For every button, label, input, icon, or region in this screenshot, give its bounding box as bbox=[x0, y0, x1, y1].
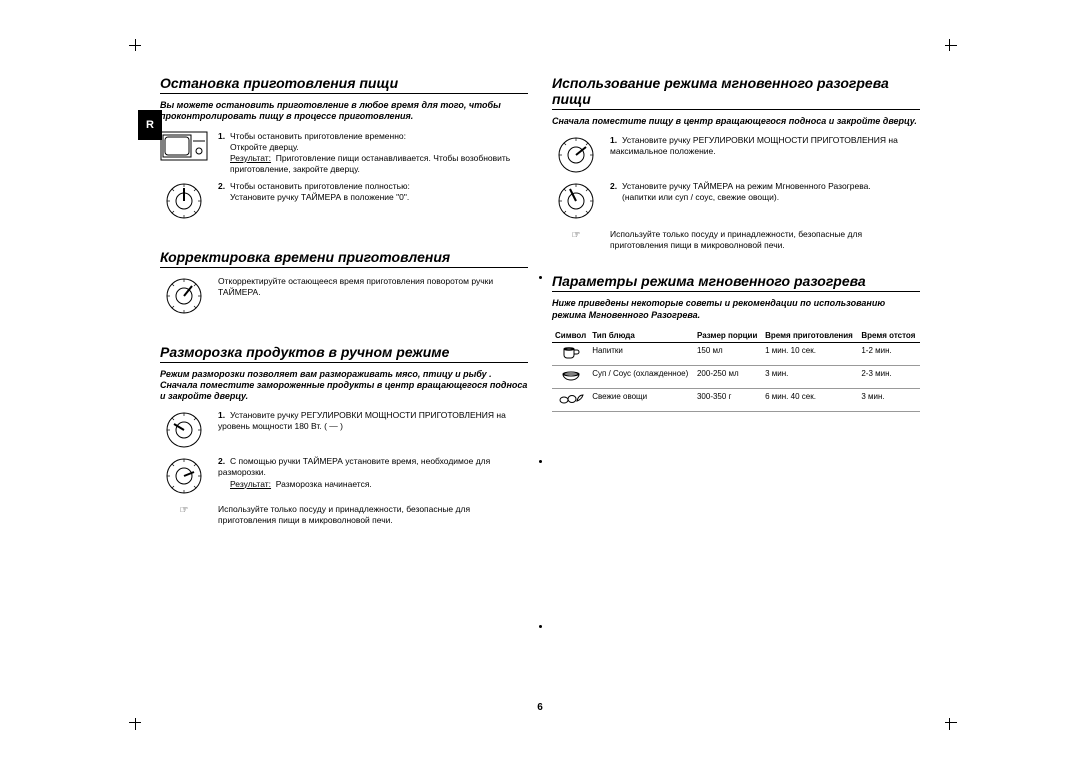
left-column: Остановка приготовления пищи Вы можете о… bbox=[160, 75, 528, 527]
crop-mark-top-right bbox=[945, 35, 961, 51]
table-row: Свежие овощи 300-350 г 6 мин. 40 сек. 3 … bbox=[552, 388, 920, 411]
microwave-door-icon bbox=[160, 131, 208, 175]
intro-reheat-params: Ниже приведены некоторые советы и рекоме… bbox=[552, 298, 920, 321]
table-row: Напитки 150 мл 1 мин. 10 сек. 1-2 мин. bbox=[552, 342, 920, 365]
crop-mark-bottom-left bbox=[125, 718, 141, 734]
col-dish: Тип блюда bbox=[589, 329, 694, 343]
cell-cook: 1 мин. 10 сек. bbox=[762, 342, 858, 365]
note-icon: ☞ bbox=[552, 229, 600, 251]
cell-stand: 1-2 мин. bbox=[858, 342, 920, 365]
crop-mark-top-left bbox=[125, 35, 141, 51]
cell-stand: 3 мин. bbox=[858, 388, 920, 411]
bowl-icon bbox=[552, 365, 589, 388]
col-symbol: Символ bbox=[552, 329, 589, 343]
defrost-note: Используйте только посуду и принадлежнос… bbox=[218, 504, 528, 526]
language-tab: R bbox=[138, 110, 162, 140]
defrost-step1: 1.Установите ручку РЕГУЛИРОВКИ МОЩНОСТИ … bbox=[218, 410, 528, 450]
timer-dial-icon bbox=[160, 456, 208, 496]
right-column: Использование режима мгновенного разогре… bbox=[552, 75, 920, 527]
table-row: Суп / Соус (охлажденное) 200-250 мл 3 ми… bbox=[552, 365, 920, 388]
cell-dish: Напитки bbox=[589, 342, 694, 365]
col-cook: Время приготовления bbox=[762, 329, 858, 343]
reheat-note: Используйте только посуду и принадлежнос… bbox=[610, 229, 920, 251]
heading-manual-defrost: Разморозка продуктов в ручном режиме bbox=[160, 344, 528, 363]
cell-stand: 2-3 мин. bbox=[858, 365, 920, 388]
cell-portion: 200-250 мл bbox=[694, 365, 762, 388]
cell-dish: Суп / Соус (охлажденное) bbox=[589, 365, 694, 388]
cell-cook: 3 мин. bbox=[762, 365, 858, 388]
step1-stop-temp: 1.Чтобы остановить приготовление временн… bbox=[218, 131, 528, 175]
reheat-step2: 2.Установите ручку ТАЙМЕРА на режим Мгно… bbox=[610, 181, 920, 221]
cup-icon bbox=[552, 342, 589, 365]
reheat-step1: 1.Установите ручку РЕГУЛИРОВКИ МОЩНОСТИ … bbox=[610, 135, 920, 175]
power-dial-icon bbox=[160, 410, 208, 450]
cell-cook: 6 мин. 40 сек. bbox=[762, 388, 858, 411]
heading-stop-cooking: Остановка приготовления пищи bbox=[160, 75, 528, 94]
heading-adjust-time: Корректировка времени приготовления bbox=[160, 249, 528, 268]
timer-dial-icon bbox=[552, 181, 600, 221]
col-portion: Размер порции bbox=[694, 329, 762, 343]
cell-portion: 150 мл bbox=[694, 342, 762, 365]
crop-mark-bottom-right bbox=[945, 718, 961, 734]
intro-instant-reheat: Сначала поместите пищу в центр вращающег… bbox=[552, 116, 920, 127]
reheat-table: Символ Тип блюда Размер порции Время при… bbox=[552, 329, 920, 412]
col-stand: Время отстоя bbox=[858, 329, 920, 343]
timer-dial-icon bbox=[160, 276, 208, 316]
note-icon: ☞ bbox=[160, 504, 208, 526]
heading-reheat-params: Параметры режима мгновенного разогрева bbox=[552, 273, 920, 292]
intro-stop-cooking: Вы можете остановить приготовление в люб… bbox=[160, 100, 528, 123]
timer-dial-icon bbox=[160, 181, 208, 221]
adjust-time-body: Откорректируйте остающееся время пригото… bbox=[218, 276, 528, 316]
heading-instant-reheat: Использование режима мгновенного разогре… bbox=[552, 75, 920, 110]
step2-stop-full: 2.Чтобы остановить приготовление полност… bbox=[218, 181, 528, 221]
vegetables-icon bbox=[552, 388, 589, 411]
defrost-step2: 2.С помощью ручки ТАЙМЕРА установите вре… bbox=[218, 456, 528, 496]
page-number: 6 bbox=[537, 702, 543, 713]
cell-dish: Свежие овощи bbox=[589, 388, 694, 411]
power-dial-icon bbox=[552, 135, 600, 175]
intro-manual-defrost: Режим разморозки позволяет вам разморажи… bbox=[160, 369, 528, 403]
cell-portion: 300-350 г bbox=[694, 388, 762, 411]
